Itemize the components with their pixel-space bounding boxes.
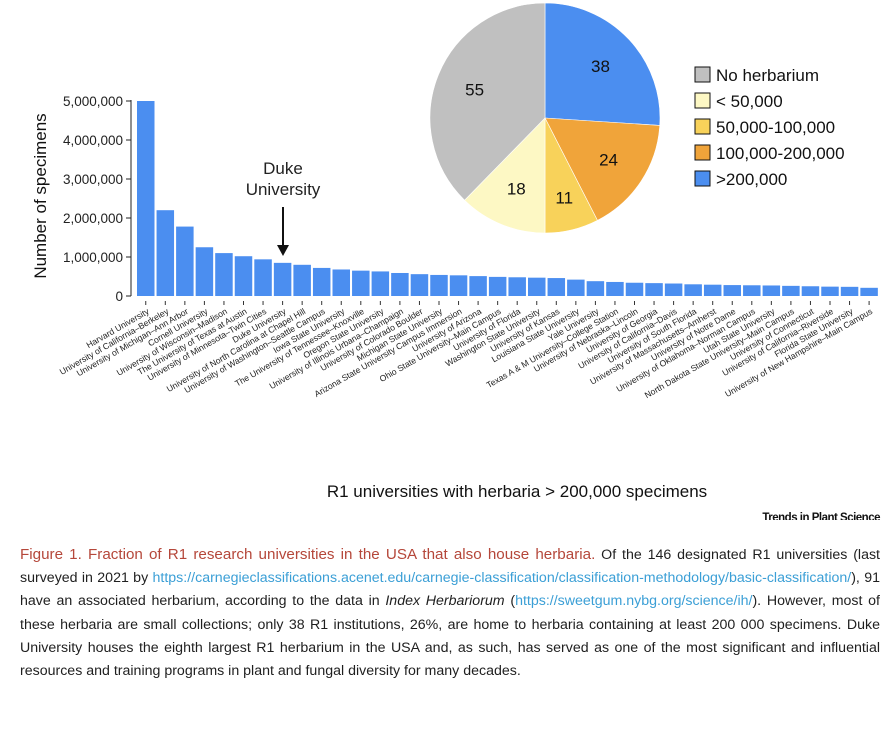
pie-slice-200-000 xyxy=(544,2,661,126)
bar-university-of-connecticut xyxy=(801,286,820,296)
bar-ohio-state-university-main-campus xyxy=(488,276,507,296)
bar-university-of-colorado-boulder xyxy=(410,274,429,296)
annotation-line1: Duke xyxy=(263,159,303,178)
bar-university-of-florida xyxy=(508,277,526,296)
y-tick-label: 5,000,000 xyxy=(63,94,123,109)
legend-label-50-000-100-000: 50,000-100,000 xyxy=(716,118,835,137)
bar-university-of-california-riverside xyxy=(821,286,839,296)
bar-university-of-massachusetts-amherst xyxy=(703,284,722,296)
index-herbariorum-link[interactable]: https://sweetgum.nybg.org/science/ih/ xyxy=(515,593,753,610)
bars xyxy=(137,101,878,296)
pie-slices xyxy=(429,2,661,234)
legend-swatch-200-000 xyxy=(694,170,711,187)
pie-labels: 38 24 11 18 55 xyxy=(465,57,618,208)
bar-michigan-state-university xyxy=(430,274,448,296)
pie-label-100-000-200-000: 24 xyxy=(599,151,618,170)
pie-slice-50-000 xyxy=(464,117,546,234)
legend-swatch-50-000 xyxy=(694,92,711,109)
x-axis-label: R1 universities with herbaria > 200,000 … xyxy=(327,482,707,501)
duke-annotation: Duke University xyxy=(246,159,321,256)
legend-swatch-50-000-100-000 xyxy=(694,118,711,135)
legend-swatch-100-000-200-000 xyxy=(694,144,711,161)
caption-italic: Index Herbariorum xyxy=(385,593,505,610)
y-ticks: 0 1,000,000 2,000,000 3,000,000 4,000,000 5,0… xyxy=(63,94,131,304)
bar-university-of-kansas xyxy=(547,278,566,296)
bar-texas-a-m-university-college-station xyxy=(606,281,624,296)
pie-chart: 38 24 11 18 55 xyxy=(429,2,661,234)
bar-university-of-nebraska-lincoln xyxy=(625,282,644,296)
bar-university-of-notre-dame xyxy=(723,285,741,296)
legend-label-100-000-200-000: 100,000-200,000 xyxy=(716,144,845,163)
bar-university-of-new-hampshire-main-campus xyxy=(860,287,878,296)
bar-university-of-michigan-ann-arbor xyxy=(176,226,194,296)
bar-yale-university xyxy=(586,281,605,296)
pie-slice-100-000-200-000 xyxy=(544,117,661,221)
bar-the-university-of-tennessee-knoxville xyxy=(352,270,370,296)
y-axis-label: Number of specimens xyxy=(31,113,50,278)
y-tick-label: 4,000,000 xyxy=(63,133,123,148)
bar-louisiana-state-university xyxy=(567,279,585,296)
pie-legend: No herbarium < 50,000 50,000-100,000 100,00… xyxy=(694,66,845,189)
journal-branding: Trends in Plant Science xyxy=(762,512,880,520)
y-tick-label: 3,000,000 xyxy=(63,172,123,187)
caption-text-3: ( xyxy=(504,593,516,610)
bar-cornell-university xyxy=(195,247,214,296)
bar-university-of-california-berkeley xyxy=(156,210,175,296)
annotation-arrowhead xyxy=(277,245,289,256)
pie-label-50-000: 18 xyxy=(507,179,526,198)
legend-label-50-000: < 50,000 xyxy=(716,92,783,111)
figure-caption: Figure 1. Fraction of R1 research univer… xyxy=(20,543,880,683)
legend-label-no-herbarium: No herbarium xyxy=(716,66,819,85)
pie-label-50-000-100-000: 11 xyxy=(555,189,573,208)
bar-north-dakota-state-university-main-campus xyxy=(782,285,800,296)
legend-label-200-000: >200,000 xyxy=(716,170,787,189)
annotation-line2: University xyxy=(246,180,321,199)
bar-university-of-illinois-urbana-champaign xyxy=(391,272,409,296)
bar-university-of-california-davis xyxy=(664,283,683,296)
bar-university-of-oklahoma-norman-campus xyxy=(743,285,761,296)
carnegie-link[interactable]: https://carnegieclassifications.acenet.e… xyxy=(152,570,852,587)
bar-washington-state-university xyxy=(528,277,546,296)
bar-university-of-wisconsin-madison xyxy=(215,253,233,296)
y-tick-label: 0 xyxy=(115,289,123,304)
caption-lead: Figure 1. Fraction of R1 research univer… xyxy=(20,546,596,563)
bar-oregon-state-university xyxy=(371,271,390,296)
bar-florida-state-university xyxy=(840,286,859,296)
bar-university-of-washington-seattle-campus xyxy=(312,267,331,296)
figure: 0 1,000,000 2,000,000 3,000,000 4,000,000 5,0… xyxy=(31,2,881,520)
y-tick-label: 1,000,000 xyxy=(63,250,123,265)
bar-university-of-minnesota-twin-cities xyxy=(254,259,272,296)
pie-slice-no-herbarium xyxy=(429,2,546,201)
bar-university-of-south-florida xyxy=(684,284,702,296)
y-tick-label: 2,000,000 xyxy=(63,211,123,226)
bar-university-of-georgia xyxy=(645,283,663,296)
legend-swatch-no-herbarium xyxy=(694,66,711,83)
pie-label-no-herbarium: 55 xyxy=(465,80,484,99)
bar-university-of-arizona xyxy=(469,276,487,296)
bar-duke-university xyxy=(273,262,292,296)
bar-utah-state-university xyxy=(762,285,781,296)
caption-text-1: Of the 146 designated R1 universities (l… xyxy=(20,547,881,587)
caption-text-4: ). However, most of these herbaria are s… xyxy=(20,593,880,680)
bar-harvard-university xyxy=(137,101,155,296)
bar-iowa-state-university xyxy=(332,269,350,296)
caption-text-2: ), 91 have an associated herbarium, acco… xyxy=(20,570,880,610)
bar-the-university-of-texas-at-austin xyxy=(234,256,253,296)
bar-university-of-north-carolina-at-chapel-hill xyxy=(293,264,311,296)
pie-label-200-000: 38 xyxy=(591,57,610,76)
bar-arizona-state-university-campus-immersion xyxy=(449,275,468,296)
